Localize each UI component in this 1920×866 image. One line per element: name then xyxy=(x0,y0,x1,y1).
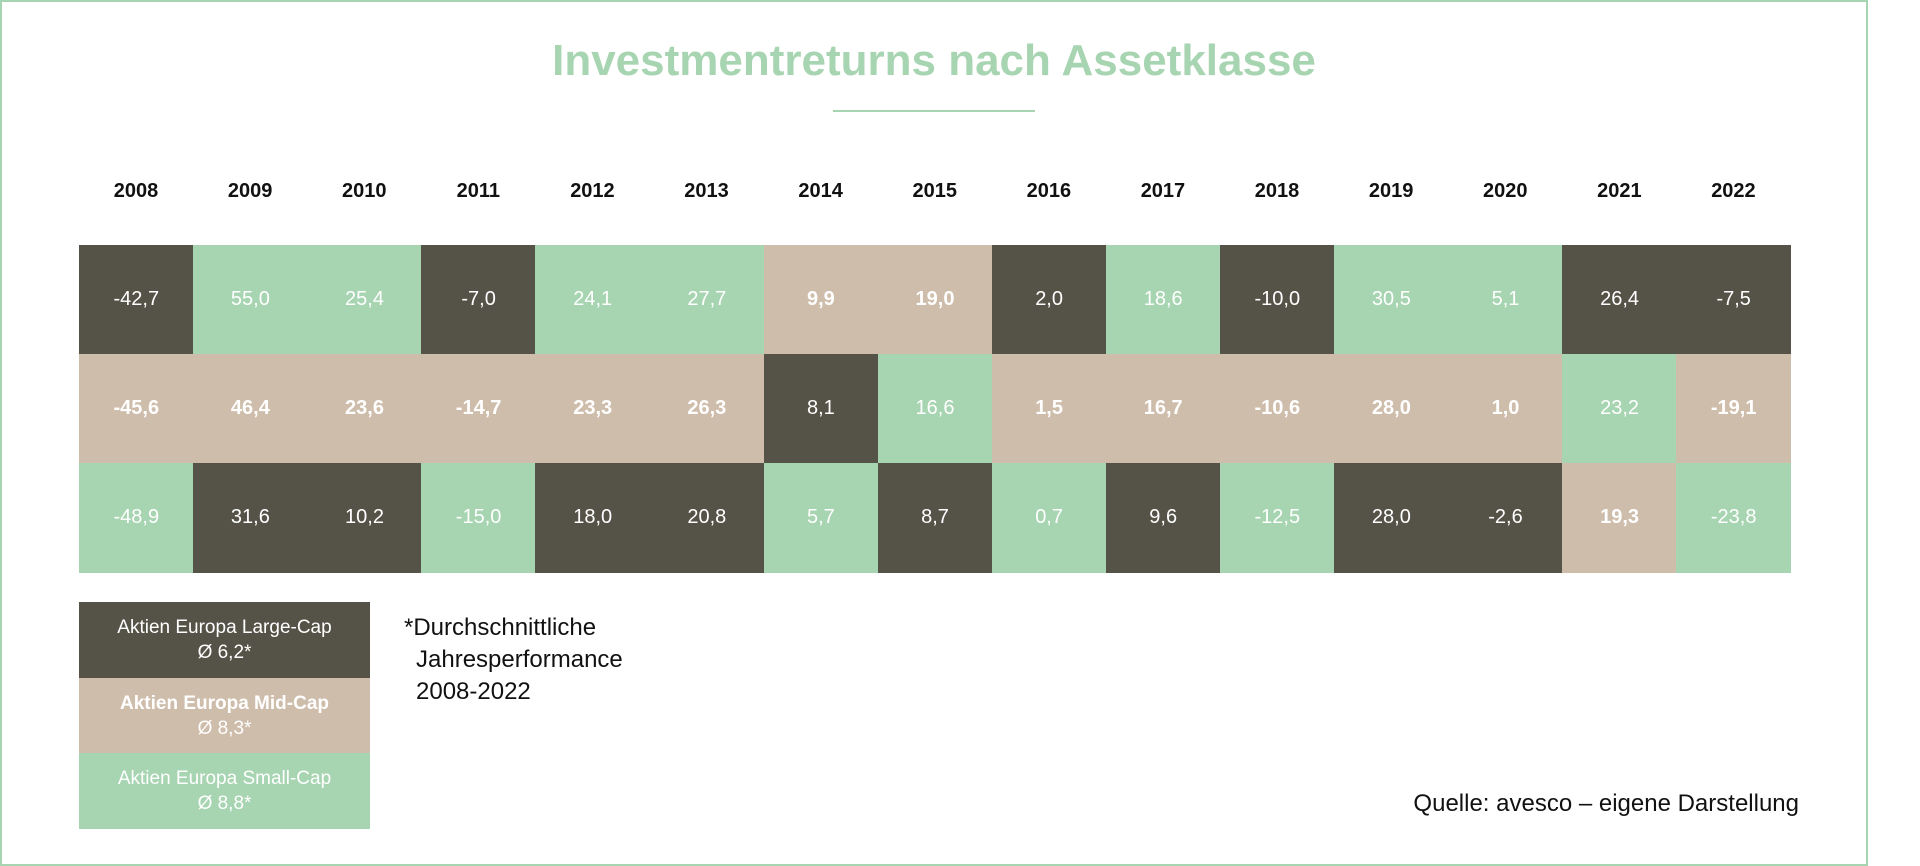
footnote-line: Jahresperformance xyxy=(416,646,623,673)
year-header: 2021 xyxy=(1597,179,1642,202)
return-cell: 20,8 xyxy=(649,463,765,573)
source: Quelle: avesco – eigene Darstellung xyxy=(1413,790,1799,817)
return-cell: 55,0 xyxy=(193,245,308,355)
return-cell: 0,7 xyxy=(991,463,1107,573)
return-cell: 18,0 xyxy=(535,463,650,573)
return-cell: -2,6 xyxy=(1448,463,1563,573)
return-cell: 28,0 xyxy=(1334,354,1449,464)
return-cell: 8,7 xyxy=(877,463,993,573)
legend-item: Aktien Europa Large-Cap Ø 6,2* xyxy=(79,602,370,678)
return-cell: 46,4 xyxy=(193,354,308,464)
year-header: 2017 xyxy=(1140,179,1186,202)
return-cell: 1,5 xyxy=(991,354,1107,464)
return-cell: 24,1 xyxy=(535,245,650,355)
year-header: 2011 xyxy=(456,179,501,202)
year-header: 2010 xyxy=(341,179,387,202)
year-header: 2020 xyxy=(1482,179,1528,202)
return-cell: -10,6 xyxy=(1220,354,1335,464)
legend-name: Aktien Europa Mid-Cap xyxy=(119,692,329,714)
return-cell: 26,3 xyxy=(649,354,765,464)
legend-name: Aktien Europa Small-Cap xyxy=(117,768,332,789)
return-cell: -7,5 xyxy=(1676,245,1791,355)
return-cell: -14,7 xyxy=(421,354,536,464)
return-cell: 16,6 xyxy=(877,354,993,464)
return-cell: 16,7 xyxy=(1105,354,1221,464)
return-cell: -10,0 xyxy=(1220,245,1335,355)
return-cell: -45,6 xyxy=(79,354,194,464)
return-cell: 5,1 xyxy=(1448,245,1563,355)
legend-name: Aktien Europa Large-Cap xyxy=(117,617,332,638)
year-header: 2008 xyxy=(113,179,159,202)
return-cell: 28,0 xyxy=(1334,463,1449,573)
return-cell: -7,0 xyxy=(421,245,536,355)
footnote: *Durchschnittliche Jahresperformance 2008-… xyxy=(404,612,623,708)
return-cell: 2,0 xyxy=(991,245,1107,355)
return-cell: 25,4 xyxy=(307,245,422,355)
return-cell: -12,5 xyxy=(1220,463,1335,573)
year-header: 2022 xyxy=(1711,179,1756,202)
legend-item: Aktien Europa Small-Cap Ø 8,8* xyxy=(79,753,370,829)
title: Investmentreturns nach Assetklasse xyxy=(552,36,1316,85)
return-cell: -15,0 xyxy=(421,463,536,573)
year-header: 2012 xyxy=(570,179,615,202)
legend-average: Ø 6,2* xyxy=(197,642,252,663)
year-header: 2019 xyxy=(1368,179,1414,202)
legend-average: Ø 8,3* xyxy=(197,717,252,739)
return-cell: 19,3 xyxy=(1562,463,1677,573)
return-cell: -48,9 xyxy=(79,463,194,573)
year-header: 2015 xyxy=(912,179,957,202)
return-cell: 18,6 xyxy=(1105,245,1221,355)
year-header: 2018 xyxy=(1254,179,1300,202)
year-header: 2016 xyxy=(1026,179,1072,202)
year-header: 2009 xyxy=(227,179,273,202)
return-cell: 26,4 xyxy=(1562,245,1677,355)
year-header: 2013 xyxy=(684,179,729,202)
return-cell: -23,8 xyxy=(1676,463,1791,573)
frame xyxy=(0,0,1868,866)
return-cell: 23,6 xyxy=(307,354,422,464)
return-cell: 10,2 xyxy=(307,463,422,573)
return-cell: 8,1 xyxy=(763,354,879,464)
return-cell: 19,0 xyxy=(877,245,993,355)
legend-item: Aktien Europa Mid-Cap Ø 8,3* xyxy=(79,677,370,754)
return-cell: 23,2 xyxy=(1562,354,1677,464)
return-cell: 27,7 xyxy=(649,245,765,355)
legend-average: Ø 8,8* xyxy=(197,793,252,814)
footnote-line: *Durchschnittliche xyxy=(404,614,597,641)
return-cell: 9,6 xyxy=(1105,463,1221,573)
return-cell: 31,6 xyxy=(193,463,308,573)
return-cell: -19,1 xyxy=(1676,354,1791,464)
return-cell: 23,3 xyxy=(535,354,650,464)
return-cell: -42,7 xyxy=(79,245,194,355)
return-cell: 9,9 xyxy=(763,245,879,355)
return-cell: 30,5 xyxy=(1334,245,1449,355)
title-rule xyxy=(833,110,1035,112)
return-cell: 5,7 xyxy=(763,463,879,573)
footnote-line: 2008-2022 xyxy=(416,678,531,705)
year-header: 2014 xyxy=(798,179,843,202)
return-cell: 1,0 xyxy=(1448,354,1563,464)
